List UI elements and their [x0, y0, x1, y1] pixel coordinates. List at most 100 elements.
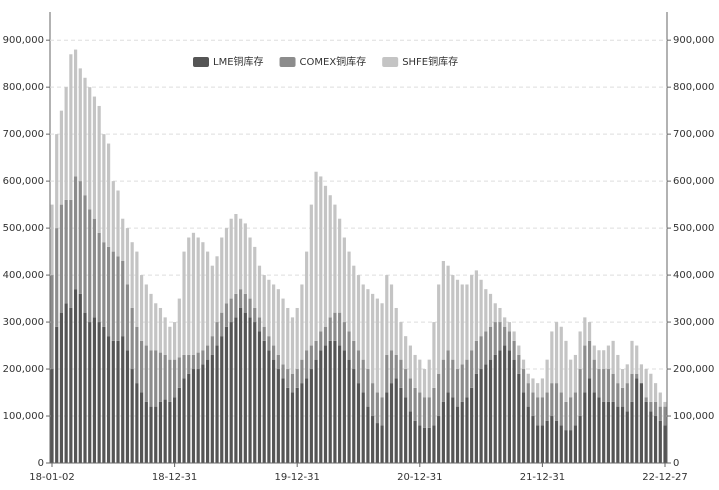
bar-segment	[50, 275, 54, 370]
bar-segment	[215, 256, 219, 323]
bar-segment	[323, 326, 328, 346]
bar-segment	[507, 322, 511, 332]
bar-segment	[583, 345, 587, 393]
bar-segment	[55, 326, 59, 463]
bar-segment	[262, 326, 266, 341]
bar-segment	[569, 430, 573, 463]
bar-segment	[347, 331, 351, 360]
bar-segment	[229, 322, 233, 463]
bar-segment	[149, 350, 153, 407]
bar-segment	[173, 397, 177, 463]
bar-segment	[342, 350, 346, 463]
bar-segment	[144, 401, 148, 463]
x-tick-label: 22-12-27	[642, 472, 687, 483]
bar-segment	[493, 322, 497, 355]
y2-tick-label: 500,000	[673, 223, 714, 234]
bar-segment	[460, 284, 464, 365]
bar-segment	[630, 401, 634, 463]
bar-segment	[578, 331, 582, 370]
bar-segment	[385, 392, 389, 463]
bar-segment	[531, 378, 535, 393]
bar-segment	[125, 284, 130, 351]
bar-segment	[507, 350, 511, 463]
bar-segment	[83, 312, 87, 463]
bar-segment	[479, 336, 483, 370]
bar-segment	[149, 406, 153, 463]
bar-segment	[545, 420, 549, 463]
bar-segment	[182, 354, 186, 379]
bar-segment	[526, 383, 530, 407]
bar-segment	[418, 359, 422, 393]
bar-segment	[658, 392, 662, 407]
bar-segment	[441, 359, 445, 402]
bar-segment	[102, 134, 106, 243]
y-tick-label: 500,000	[3, 223, 44, 234]
y-tick-label: 300,000	[3, 317, 44, 328]
legend-swatch	[279, 57, 296, 67]
bar-segment	[644, 397, 648, 402]
bar-segment	[154, 406, 158, 463]
bar-segment	[583, 392, 587, 463]
bar-segment	[573, 354, 578, 393]
bar-segment	[371, 383, 375, 417]
bar-segment	[215, 322, 219, 346]
bar-segment	[352, 340, 356, 370]
bar-segment	[380, 425, 384, 463]
bar-segment	[191, 354, 196, 370]
bar-segment	[248, 317, 252, 463]
bar-segment	[602, 350, 606, 370]
bar-segment	[616, 383, 620, 407]
bar-segment	[540, 397, 544, 426]
bar-segment	[64, 303, 68, 463]
bar-segment	[455, 406, 460, 463]
bar-segment	[422, 427, 427, 463]
bar-segment	[88, 322, 92, 463]
bar-segment	[484, 364, 488, 463]
bar-segment	[389, 383, 394, 463]
bar-segment	[106, 143, 111, 247]
bar-segment	[479, 279, 483, 337]
bar-segment	[309, 204, 313, 346]
bar-segment	[573, 392, 578, 426]
bar-segment	[139, 340, 144, 393]
bar-segment	[243, 293, 247, 313]
legend-swatch	[193, 57, 209, 67]
bar-segment	[611, 373, 615, 402]
bar-segment	[83, 77, 87, 196]
bar-segment	[135, 383, 139, 463]
bar-segment	[154, 303, 158, 351]
bar-segment	[446, 392, 450, 463]
bar-segment	[187, 373, 191, 463]
bar-segment	[404, 397, 408, 463]
bar-segment	[488, 359, 493, 463]
bar-segment	[380, 397, 384, 426]
bar-segment	[587, 378, 592, 463]
bar-segment	[427, 397, 431, 428]
bar-segment	[267, 336, 271, 351]
bar-segment	[149, 293, 153, 351]
bar-segment	[536, 397, 540, 426]
bar-segment	[663, 401, 667, 407]
bar-segment	[220, 312, 224, 337]
x-tick-label: 18-12-31	[152, 472, 197, 483]
bar-segment	[366, 289, 370, 370]
y2-tick-label: 300,000	[673, 317, 714, 328]
bar-segment	[422, 369, 427, 398]
bar-segment	[210, 354, 214, 463]
bar-segment	[592, 359, 596, 393]
bar-segment	[342, 237, 346, 323]
bar-segment	[154, 350, 158, 407]
bar-segment	[361, 284, 365, 360]
bar-segment	[206, 345, 210, 360]
bar-segment	[375, 423, 379, 463]
bar-segment	[503, 317, 507, 327]
bar-segment	[380, 303, 384, 398]
bar-segment	[201, 242, 205, 351]
bar-segment	[361, 392, 365, 463]
bar-segment	[191, 232, 196, 355]
bar-segment	[111, 340, 115, 463]
bar-segment	[592, 345, 596, 360]
bar-segment	[399, 387, 403, 463]
bar-segment	[620, 406, 625, 463]
y2-tick-label: 900,000	[673, 35, 714, 46]
